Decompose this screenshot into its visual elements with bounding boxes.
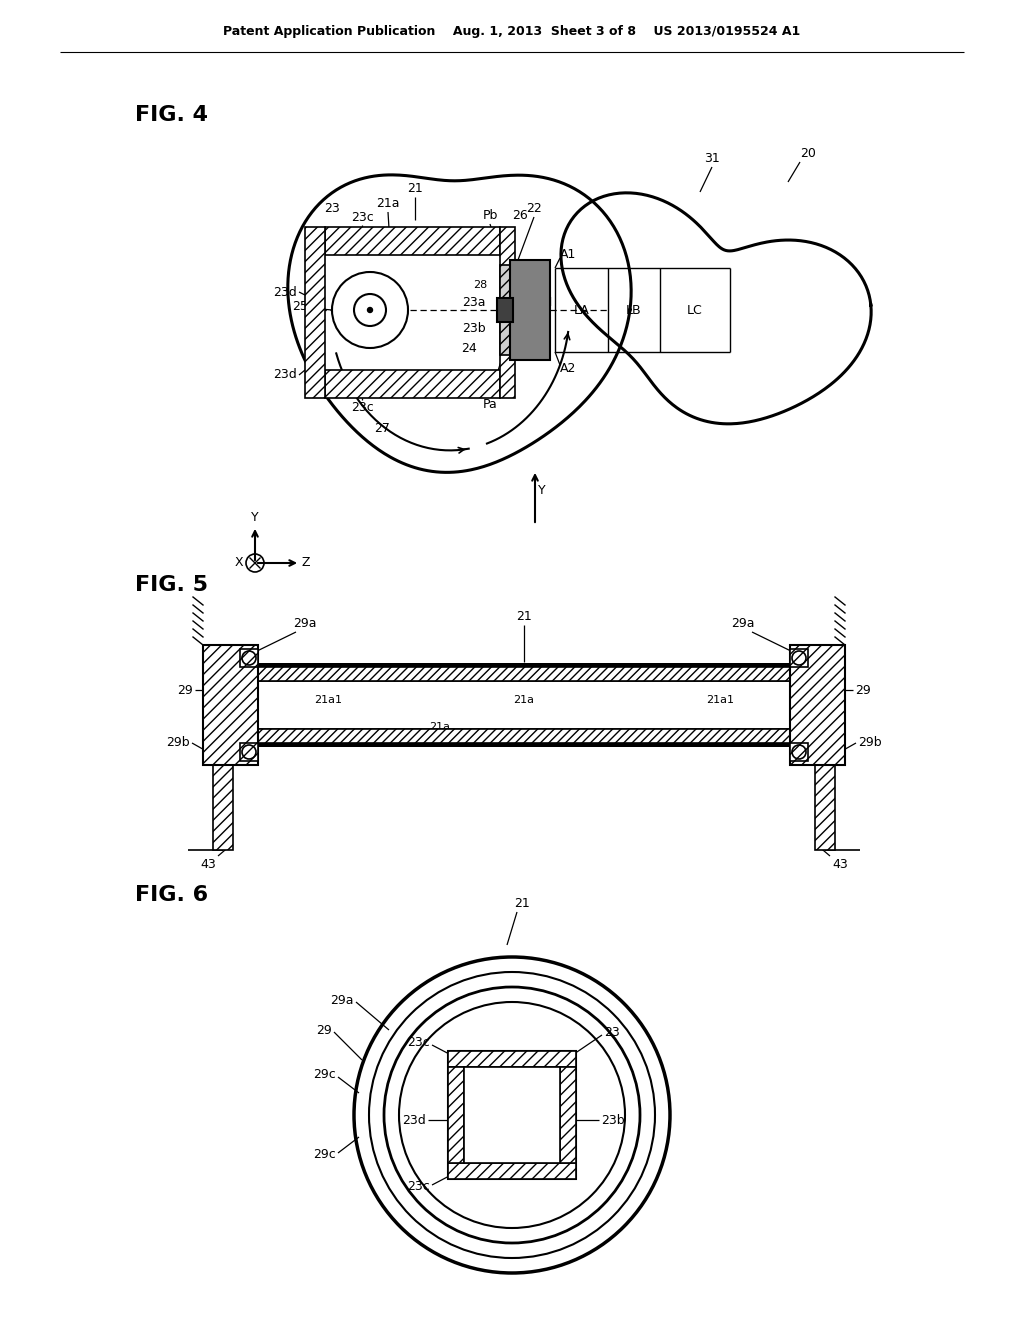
Text: Y: Y	[251, 511, 259, 524]
Text: 31: 31	[705, 152, 720, 165]
Text: 29: 29	[855, 684, 870, 697]
Bar	[449, 1067, 464, 1163]
Bar	[240, 743, 258, 762]
Bar	[790, 645, 845, 766]
Text: 21: 21	[516, 610, 531, 623]
Text: 43: 43	[831, 858, 848, 871]
Bar	[449, 1051, 575, 1179]
Text: A1: A1	[560, 248, 577, 261]
Text: Y: Y	[538, 483, 546, 496]
Text: 23c: 23c	[350, 401, 374, 414]
Bar	[325, 370, 500, 399]
Text: 21a1: 21a1	[314, 696, 342, 705]
Text: 23d: 23d	[273, 368, 297, 381]
Text: 27: 27	[374, 422, 390, 436]
Text: 23b: 23b	[601, 1114, 625, 1126]
Text: Y: Y	[509, 1144, 515, 1154]
Bar	[510, 260, 550, 360]
Text: 23c: 23c	[408, 1180, 430, 1193]
Text: N: N	[543, 296, 552, 309]
Text: 29a: 29a	[293, 616, 316, 630]
Text: 29: 29	[316, 1023, 332, 1036]
Bar	[258, 729, 790, 743]
Text: 21a: 21a	[513, 696, 535, 705]
Bar	[258, 667, 790, 681]
Bar	[449, 1051, 575, 1067]
Bar	[240, 649, 258, 667]
Text: LC: LC	[687, 304, 702, 317]
Bar	[258, 743, 790, 747]
Text: 23b: 23b	[463, 322, 486, 334]
Text: 29: 29	[177, 684, 193, 697]
Text: 23c: 23c	[408, 1036, 430, 1049]
Text: 29a: 29a	[331, 994, 354, 1006]
Text: 29b: 29b	[858, 737, 882, 750]
Text: Q: Q	[373, 292, 383, 305]
Text: A2: A2	[560, 362, 577, 375]
Circle shape	[368, 308, 373, 313]
Text: 23c: 23c	[350, 211, 374, 224]
Text: Pa: Pa	[482, 399, 498, 411]
Text: 43: 43	[201, 858, 216, 871]
Bar	[258, 663, 790, 667]
Text: 21a1: 21a1	[706, 696, 734, 705]
Text: 29b: 29b	[166, 737, 190, 750]
Bar	[500, 227, 515, 399]
Text: 21: 21	[408, 182, 423, 195]
Text: Z: Z	[302, 557, 310, 569]
Text: LB: LB	[627, 304, 642, 317]
Bar	[305, 227, 325, 399]
Text: 20: 20	[800, 147, 816, 160]
Text: LA: LA	[573, 304, 590, 317]
Text: FIG. 5: FIG. 5	[135, 576, 208, 595]
Bar	[560, 1067, 575, 1163]
Text: X: X	[234, 557, 243, 569]
Text: Pb: Pb	[482, 209, 498, 222]
Circle shape	[332, 272, 408, 348]
Text: 21a: 21a	[376, 197, 399, 210]
Text: 23a: 23a	[501, 1104, 523, 1117]
Text: 21a: 21a	[429, 722, 451, 733]
Text: 23a: 23a	[463, 296, 486, 309]
Bar	[790, 649, 808, 667]
Text: 23: 23	[604, 1027, 620, 1040]
Text: 22: 22	[526, 202, 542, 215]
Bar	[203, 645, 258, 766]
Text: 29c: 29c	[313, 1148, 336, 1162]
Text: 29c: 29c	[313, 1068, 336, 1081]
Bar	[815, 766, 835, 850]
Bar	[325, 227, 500, 255]
Bar	[449, 1163, 575, 1179]
Text: 23: 23	[325, 202, 340, 215]
Text: Patent Application Publication    Aug. 1, 2013  Sheet 3 of 8    US 2013/0195524 : Patent Application Publication Aug. 1, 2…	[223, 25, 801, 38]
Bar	[464, 1067, 560, 1163]
Bar	[497, 298, 513, 322]
Bar	[213, 766, 233, 850]
Text: 21: 21	[514, 898, 529, 909]
Text: 28: 28	[473, 280, 487, 290]
Text: 23d: 23d	[402, 1114, 426, 1126]
Bar	[790, 743, 808, 762]
Bar	[500, 265, 518, 355]
Text: 29a: 29a	[731, 616, 755, 630]
Text: 24: 24	[461, 342, 477, 355]
Text: FIG. 4: FIG. 4	[135, 106, 208, 125]
Text: 23d: 23d	[273, 285, 297, 298]
Text: 25: 25	[292, 301, 308, 314]
Text: FIG. 6: FIG. 6	[135, 884, 208, 906]
Text: 26: 26	[512, 209, 527, 222]
